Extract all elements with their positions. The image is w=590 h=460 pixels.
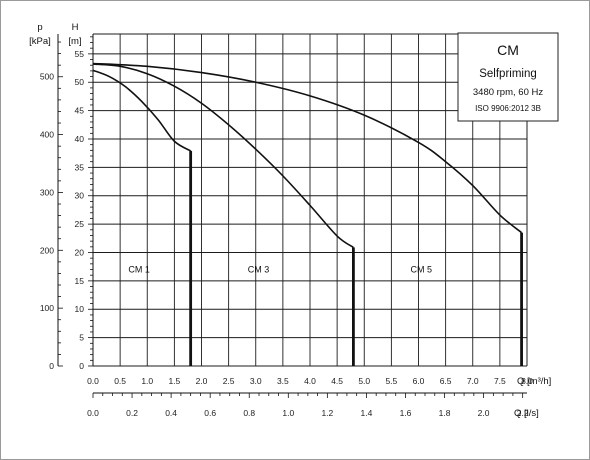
series-label: CM 1 [128, 265, 150, 275]
q-ls-axis-label: Q [l/s] [514, 408, 539, 419]
q-m3h-tick-label: 1.0 [141, 376, 153, 386]
series-label: CM 5 [410, 265, 432, 275]
legend-subtitle: Selfpriming [479, 68, 537, 80]
q-m3h-tick-label: 1.5 [168, 376, 180, 386]
h-tick-label: 25 [75, 219, 85, 229]
q-m3h-tick-label: 6.5 [440, 376, 452, 386]
legend-box-frame [457, 32, 559, 122]
q-m3h-tick-label: 5.0 [358, 376, 370, 386]
series-curve [92, 63, 354, 249]
p-tick-label: 400 [40, 130, 54, 140]
legend-box: CM Selfpriming 3480 rpm, 60 Hz ISO 9906:… [457, 32, 559, 122]
q-ls-tick-label: 1.8 [439, 408, 451, 418]
legend-standard: ISO 9906:2012 3B [475, 104, 541, 113]
h-tick-label: 35 [75, 162, 85, 172]
q-ls-tick-label: 2.2 [517, 408, 529, 418]
series-curve [92, 69, 192, 152]
h-tick-label: 40 [75, 134, 85, 144]
q-m3h-tick-label: 5.5 [385, 376, 397, 386]
h-tick-label: 55 [75, 49, 85, 59]
q-m3h-tick-label: 3.0 [250, 376, 262, 386]
p-tick-label: 0 [49, 361, 54, 371]
q-m3h-tick-label: 6.0 [413, 376, 425, 386]
q-m3h-tick-label: 4.5 [331, 376, 343, 386]
p-tick-label: 500 [40, 72, 54, 82]
q-m3h-axis-label: Q [m³/h] [517, 376, 551, 387]
axes [57, 34, 527, 398]
h-axis-unit: [m] [68, 36, 81, 47]
q-ls-tick-label: 0.4 [165, 408, 177, 418]
legend-title: CM [497, 42, 519, 58]
series-curve [92, 62, 523, 234]
q-m3h-tick-label: 0.0 [87, 376, 99, 386]
h-tick-label: 0 [79, 361, 84, 371]
q-ls-tick-label: 0.0 [87, 408, 99, 418]
h-axis-label: H [72, 22, 79, 33]
series-label: CM 3 [248, 265, 270, 275]
q-ls-tick-label: 1.2 [321, 408, 333, 418]
q-m3h-tick-label: 8.0 [521, 376, 533, 386]
h-tick-label: 50 [75, 77, 85, 87]
q-ls-tick-label: 0.8 [243, 408, 255, 418]
q-ls-tick-label: 2.0 [478, 408, 490, 418]
q-m3h-tick-label: 2.5 [223, 376, 235, 386]
h-tick-label: 15 [75, 276, 85, 286]
p-tick-label: 300 [40, 187, 54, 197]
p-tick-label: 200 [40, 245, 54, 255]
q-ls-tick-label: 0.2 [126, 408, 138, 418]
q-m3h-tick-label: 4.0 [304, 376, 316, 386]
labels: 0 5 10 15 20 25 30 35 40 45 50 55 0 100 200 300 400 500 0.… [40, 49, 533, 418]
q-ls-tick-label: 0.6 [204, 408, 216, 418]
q-ls-tick-label: 1.0 [282, 408, 294, 418]
q-m3h-tick-label: 2.0 [196, 376, 208, 386]
q-m3h-tick-label: 7.5 [494, 376, 506, 386]
h-tick-label: 45 [75, 106, 85, 116]
p-tick-label: 100 [40, 303, 54, 313]
q-ls-tick-label: 1.6 [400, 408, 412, 418]
q-m3h-tick-label: 3.5 [277, 376, 289, 386]
h-tick-label: 10 [75, 304, 85, 314]
q-m3h-tick-label: 7.0 [467, 376, 479, 386]
h-tick-label: 5 [79, 333, 84, 343]
legend-speed: 3480 rpm, 60 Hz [473, 87, 543, 98]
h-tick-label: 20 [75, 247, 85, 257]
q-ls-tick-label: 1.4 [361, 408, 373, 418]
p-axis-unit: [kPa] [29, 36, 51, 47]
p-axis-label: p [37, 22, 42, 33]
h-tick-label: 30 [75, 191, 85, 201]
q-m3h-tick-label: 0.5 [114, 376, 126, 386]
curves [92, 62, 523, 366]
